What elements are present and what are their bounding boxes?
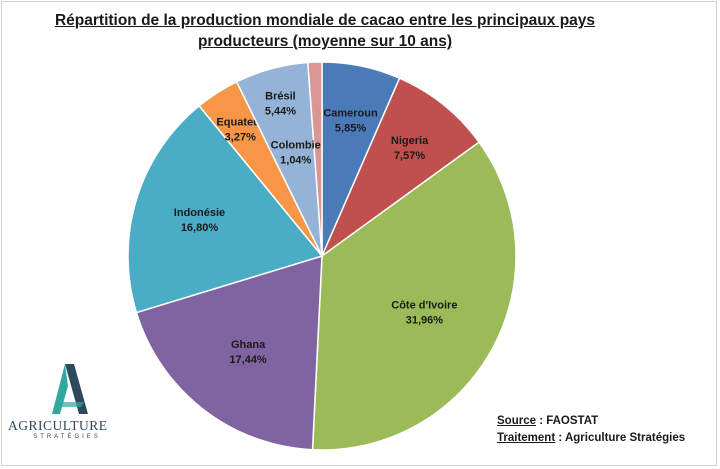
chart-title-line-2: producteurs (moyenne sur 10 ans) bbox=[197, 33, 453, 50]
slice-label: Equateur bbox=[216, 117, 264, 129]
slice-value-label: 1,04% bbox=[280, 155, 311, 167]
pie-slice-ghana bbox=[135, 254, 323, 451]
source-key: Source bbox=[497, 415, 536, 427]
treatment-line: Traitement : Agriculture Stratégies bbox=[497, 430, 685, 447]
treatment-key: Traitement bbox=[497, 432, 556, 444]
chart-title-line-1: Répartition de la production mondiale de… bbox=[54, 12, 596, 29]
source-line: Source : FAOSTAT bbox=[497, 413, 685, 430]
slice-label: Nigeria bbox=[391, 135, 429, 147]
pie-slice-nigeria bbox=[320, 77, 481, 259]
slice-label: Cameroun bbox=[323, 107, 378, 119]
agriculture-strategies-logo: AGRICULTURE STRATÉGIES bbox=[8, 362, 126, 442]
logo-a-icon bbox=[52, 364, 88, 414]
source-value: : FAOSTAT bbox=[536, 415, 599, 427]
slice-value-label: 5,85% bbox=[335, 122, 366, 134]
slice-label: Ghana bbox=[231, 339, 266, 351]
pie-slice-c-te-d-ivoire bbox=[311, 141, 517, 451]
slice-label: Colombie bbox=[271, 140, 321, 152]
pie-slice-indon-sie bbox=[127, 104, 324, 314]
treatment-value: : Agriculture Stratégies bbox=[555, 432, 686, 444]
slice-label: Indonésie bbox=[174, 207, 225, 219]
slice-value-label: 16,80% bbox=[181, 222, 219, 234]
chart-title: Répartition de la production mondiale de… bbox=[40, 10, 610, 52]
slice-value-label: 3,27% bbox=[225, 132, 256, 144]
source-block: Source : FAOSTAT Traitement : Agricultur… bbox=[497, 413, 685, 447]
slice-value-label: 31,96% bbox=[406, 314, 444, 326]
slice-value-label: 7,57% bbox=[394, 150, 425, 162]
slice-value-label: 17,44% bbox=[229, 354, 267, 366]
slice-label: Brésil bbox=[265, 90, 296, 102]
slice-label: Côte d'Ivoire bbox=[391, 299, 457, 311]
logo-word: AGRICULTURE bbox=[8, 418, 108, 433]
logo-subtitle: STRATÉGIES bbox=[33, 434, 101, 440]
slice-value-label: 5,44% bbox=[265, 105, 296, 117]
pie-slice-colombie bbox=[307, 61, 323, 257]
